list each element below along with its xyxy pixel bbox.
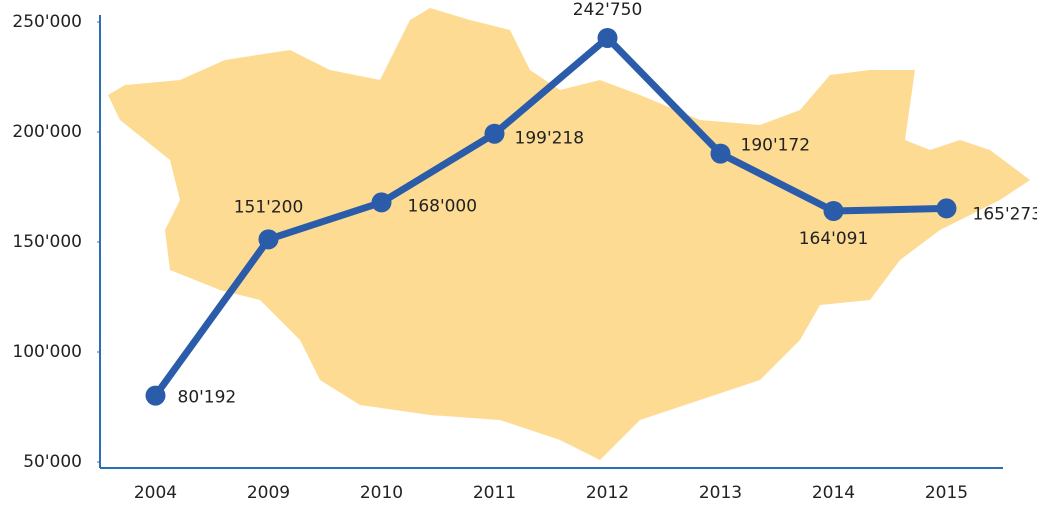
x-tick-label: 2011	[473, 483, 516, 503]
data-label: 242'750	[573, 0, 643, 20]
y-tick-label: 50'000	[23, 452, 82, 472]
x-tick-label: 2004	[134, 483, 177, 503]
x-tick-label: 2012	[586, 483, 629, 503]
point	[710, 143, 731, 164]
background-map	[108, 8, 1030, 460]
data-label: 199'218	[515, 129, 585, 149]
x-tick-label: 2010	[360, 483, 403, 503]
x-tick-label: 2009	[247, 483, 290, 503]
data-label: 164'091	[799, 229, 869, 249]
line	[152, 34, 947, 398]
point	[936, 198, 957, 219]
x-tick-label: 2013	[699, 483, 742, 503]
data-label: 190'172	[741, 136, 811, 156]
point	[145, 385, 166, 406]
point	[823, 200, 844, 221]
y-tick-label: 200'000	[12, 122, 82, 142]
data-label: 168'000	[408, 196, 478, 216]
data-label: 151'200	[234, 197, 304, 217]
x-tick-label: 2014	[812, 483, 855, 503]
y-tick-label: 150'000	[12, 232, 82, 252]
data-label: 80'192	[178, 388, 237, 408]
data-label: 165'273	[973, 204, 1037, 224]
point	[258, 229, 279, 250]
point	[371, 192, 392, 213]
y-tick-label: 250'000	[12, 12, 82, 32]
point	[484, 123, 505, 144]
point	[597, 27, 618, 48]
y-tick-label: 100'000	[12, 342, 82, 362]
x-tick-label: 2015	[925, 483, 968, 503]
